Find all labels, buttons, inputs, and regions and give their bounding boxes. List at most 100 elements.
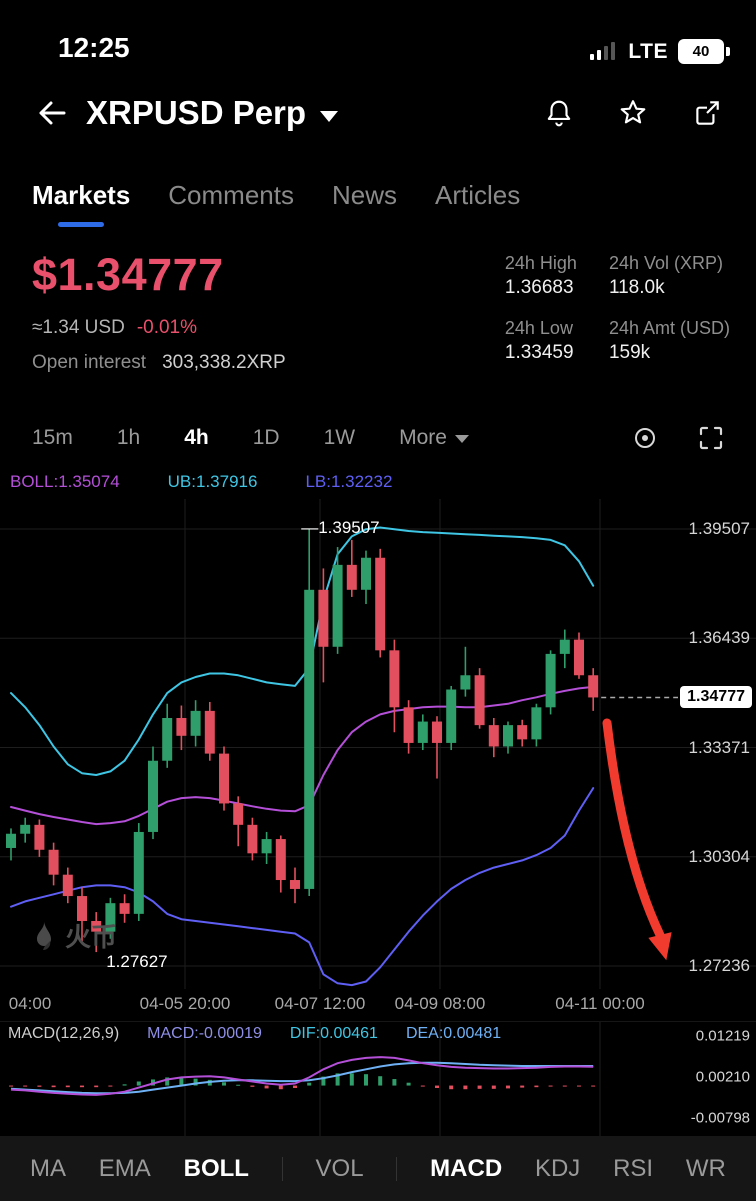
macd-axis-label: 0.01219 xyxy=(695,1027,750,1045)
last-price: $1.34777 xyxy=(32,249,224,300)
boll-value-label: BOLL:1.35074 xyxy=(10,472,120,491)
stat-value: 159k xyxy=(608,342,651,363)
header: XRPUSD Perp xyxy=(0,70,756,155)
price-axis-label: 1.36439 xyxy=(688,628,750,648)
share-icon xyxy=(696,100,719,125)
macd-value-label: MACD:-0.00019 xyxy=(147,1025,262,1042)
timeframe-bar: 15m 1h 4h 1D 1W More xyxy=(0,410,756,465)
tab-bar: Markets Comments News Articles xyxy=(0,155,756,235)
last-price-tag: 1.34777 xyxy=(680,686,752,709)
macd-name-label: MACD(12,26,9) xyxy=(8,1025,120,1042)
price-axis-label: 1.30304 xyxy=(688,846,750,866)
time-axis-label: 04-07 12:00 xyxy=(274,994,366,1013)
indicator-tab-vol[interactable]: VOL xyxy=(315,1154,364,1182)
timeframe-more-button[interactable]: More xyxy=(399,426,469,450)
battery-icon: 40 xyxy=(678,39,730,64)
chevron-down-icon[interactable] xyxy=(320,111,339,122)
indicator-tab-boll[interactable]: BOLL xyxy=(183,1154,249,1182)
watermark-text: 火币 xyxy=(65,922,118,952)
favorite-star-button[interactable] xyxy=(618,98,648,128)
change-percent: -0.01% xyxy=(136,317,198,338)
time-axis-label: 04-05 20:00 xyxy=(139,994,231,1013)
battery-percent: 40 xyxy=(692,43,710,60)
alerts-bell-button[interactable] xyxy=(544,98,574,128)
indicator-row: BOLL:1.35074 UB:1.37916 LB:1.32232 xyxy=(0,465,756,499)
open-interest-value: 303,338.2XRP xyxy=(162,352,286,373)
macd-labels: MACD(12,26,9) MACD:-0.00019 DIF:0.00461 … xyxy=(8,1025,501,1043)
header-icons xyxy=(544,98,722,128)
timeframe-1h[interactable]: 1h xyxy=(116,425,141,449)
indicator-tab-wr[interactable]: WR xyxy=(685,1154,726,1182)
indicator-tab-macd[interactable]: MACD xyxy=(430,1154,503,1182)
huobi-flame-icon xyxy=(37,921,51,950)
timeframe-4h[interactable]: 4h xyxy=(184,425,209,449)
svg-text:1.27627: 1.27627 xyxy=(106,952,167,971)
svg-text:—1.39507: —1.39507 xyxy=(301,518,379,537)
indicator-tab-kdj[interactable]: KDJ xyxy=(534,1154,581,1182)
macd-axis-label: -0.00798 xyxy=(690,1109,750,1127)
bell-icon xyxy=(547,100,571,126)
divider xyxy=(396,1156,398,1181)
timeframe-15m[interactable]: 15m xyxy=(32,425,73,449)
chart-settings-button[interactable] xyxy=(632,425,658,451)
price-axis-label: 1.39507 xyxy=(688,519,750,538)
signal-bars-icon xyxy=(590,41,616,60)
watermark: 火币 xyxy=(30,917,117,954)
share-button[interactable] xyxy=(692,98,722,128)
indicator-tab-bar: MA EMA BOLL VOL MACD KDJ RSI WR xyxy=(0,1136,756,1201)
time-axis-label: 04:00 xyxy=(8,994,52,1013)
approx-usd: ≈1.34 USD xyxy=(32,317,125,338)
indicator-tab-ma[interactable]: MA xyxy=(30,1154,66,1182)
ub-value-label: UB:1.37916 xyxy=(167,472,258,491)
page-title: XRPUSD Perp xyxy=(86,93,307,131)
back-arrow-icon xyxy=(39,101,66,124)
tab-news[interactable]: News xyxy=(331,179,397,210)
time-axis-label: 04-09 08:00 xyxy=(394,994,486,1013)
price-section: $1.34777 ≈1.34 USD -0.01% Open interest … xyxy=(0,235,756,410)
chart-canvas[interactable]: —1.39507 1.27627 xyxy=(0,499,756,989)
macd-axis-label: 0.00210 xyxy=(695,1068,750,1086)
star-icon xyxy=(620,99,646,123)
open-interest-label: Open interest xyxy=(32,352,147,373)
status-time: 12:25 xyxy=(58,32,130,63)
open-interest-row: Open interest 303,338.2XRP xyxy=(32,352,286,374)
network-label: LTE xyxy=(628,39,668,63)
stat-value: 1.36683 xyxy=(504,277,574,298)
macd-canvas xyxy=(9,1022,601,1136)
tab-articles[interactable]: Articles xyxy=(435,179,521,210)
stat-value: 1.33459 xyxy=(504,342,574,363)
price-axis-label: 1.33371 xyxy=(688,737,750,757)
dea-value-label: DEA:0.00481 xyxy=(405,1025,502,1042)
back-button[interactable] xyxy=(34,97,66,129)
target-icon xyxy=(635,427,655,448)
price-left: $1.34777 ≈1.34 USD -0.01% Open interest … xyxy=(32,249,286,410)
stat-label: 24h High xyxy=(504,253,577,273)
status-bar: 12:25 LTE 40 xyxy=(0,0,756,70)
dif-value-label: DIF:0.00461 xyxy=(289,1025,378,1042)
candlestick-chart[interactable]: —1.39507 1.27627 1.39507 1.36439 1.33371 1.3… xyxy=(0,499,756,989)
price-axis-label: 1.27236 xyxy=(688,956,750,975)
chart-tools xyxy=(632,425,724,451)
timeframe-1d[interactable]: 1D xyxy=(252,425,280,449)
divider xyxy=(281,1156,283,1181)
indicator-tab-ema[interactable]: EMA xyxy=(98,1154,151,1182)
time-axis: 04:00 04-05 20:00 04-07 12:00 04-09 08:00 04… xyxy=(0,989,756,1021)
approx-row: ≈1.34 USD -0.01% xyxy=(32,317,286,339)
stats-grid: 24h High 24h Vol (XRP) 1.36683 118.0k 24h Lo… xyxy=(505,253,730,410)
time-axis-label: 04-11 00:00 xyxy=(555,994,645,1013)
stat-label: 24h Low xyxy=(504,318,573,338)
timeframe-more-label: More xyxy=(399,425,447,449)
chevron-down-icon xyxy=(454,435,469,443)
indicator-tab-rsi[interactable]: RSI xyxy=(613,1154,654,1182)
fullscreen-icon xyxy=(699,426,723,449)
stat-value: 118.0k xyxy=(608,277,665,298)
stat-label: 24h Vol (XRP) xyxy=(608,253,724,273)
fullscreen-button[interactable] xyxy=(698,425,724,451)
tab-comments[interactable]: Comments xyxy=(168,179,294,210)
stat-label: 24h Amt (USD) xyxy=(608,318,730,338)
status-right: LTE 40 xyxy=(588,39,730,64)
tab-markets[interactable]: Markets xyxy=(32,179,131,210)
lb-value-label: LB:1.32232 xyxy=(305,472,393,491)
macd-pane[interactable]: MACD(12,26,9) MACD:-0.00019 DIF:0.00461 … xyxy=(0,1021,756,1136)
timeframe-1w[interactable]: 1W xyxy=(323,425,356,449)
